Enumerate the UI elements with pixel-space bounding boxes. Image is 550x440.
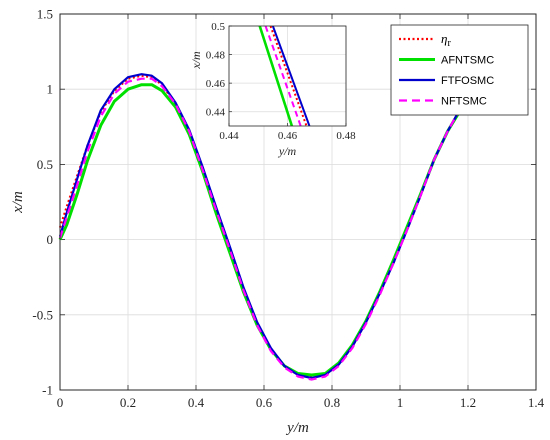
y-tick-label: 0.5 bbox=[37, 157, 53, 172]
legend: ηr AFNTSMC FTFOSMC NFTSMC bbox=[390, 24, 529, 116]
x-tick-label: 0.4 bbox=[188, 395, 205, 410]
legend-label: NFTSMC bbox=[441, 96, 487, 108]
y-axis-label: x/m bbox=[10, 191, 26, 214]
plot-frame bbox=[59, 13, 537, 391]
legend-label: AFNTSMC bbox=[441, 55, 494, 67]
x-tick-label: 0.2 bbox=[120, 395, 136, 410]
y-tick-label: 1.5 bbox=[37, 7, 53, 22]
inset-plot: 0.44 0.46 0.48 0.44 0.46 0.48 0.5 y/m x/m bbox=[189, 21, 356, 158]
y-tick-label: -1 bbox=[42, 383, 53, 398]
x-tick-label: 0.8 bbox=[324, 395, 340, 410]
inset-line-nftsmc bbox=[264, 26, 302, 126]
series-line-nftsmc bbox=[58, 77, 476, 381]
y-tick-label: 1 bbox=[47, 82, 54, 97]
inset-line-ftfosmc bbox=[271, 26, 311, 126]
inset-y-axis-label: x/m bbox=[189, 51, 203, 70]
inset-frame bbox=[228, 25, 347, 127]
legend-label: ηr bbox=[441, 31, 451, 49]
inset-line-afntsmc bbox=[258, 26, 294, 126]
inset-y-tick-label: 0.46 bbox=[206, 78, 226, 90]
inset-x-tick-label: 0.46 bbox=[278, 130, 298, 142]
x-tick-label: 1 bbox=[397, 395, 404, 410]
inset-x-tick-label: 0.44 bbox=[219, 130, 239, 142]
x-tick-label: 1.2 bbox=[460, 395, 476, 410]
inset-y-tick-label: 0.5 bbox=[211, 21, 225, 33]
x-tick-label: 1.4 bbox=[528, 395, 545, 410]
x-axis-label: y/m bbox=[285, 420, 309, 436]
x-tick-label: 0 bbox=[57, 395, 64, 410]
inset-x-axis-label: y/m bbox=[278, 144, 297, 158]
x-tick-label: 0.6 bbox=[256, 395, 273, 410]
inset-y-tick-label: 0.44 bbox=[206, 107, 226, 119]
inset-y-tick-label: 0.48 bbox=[206, 50, 226, 62]
legend-label: FTFOSMC bbox=[441, 75, 494, 87]
y-tick-label: 0 bbox=[47, 232, 54, 247]
y-tick-label: -0.5 bbox=[32, 307, 53, 322]
inset-x-tick-label: 0.48 bbox=[336, 130, 356, 142]
